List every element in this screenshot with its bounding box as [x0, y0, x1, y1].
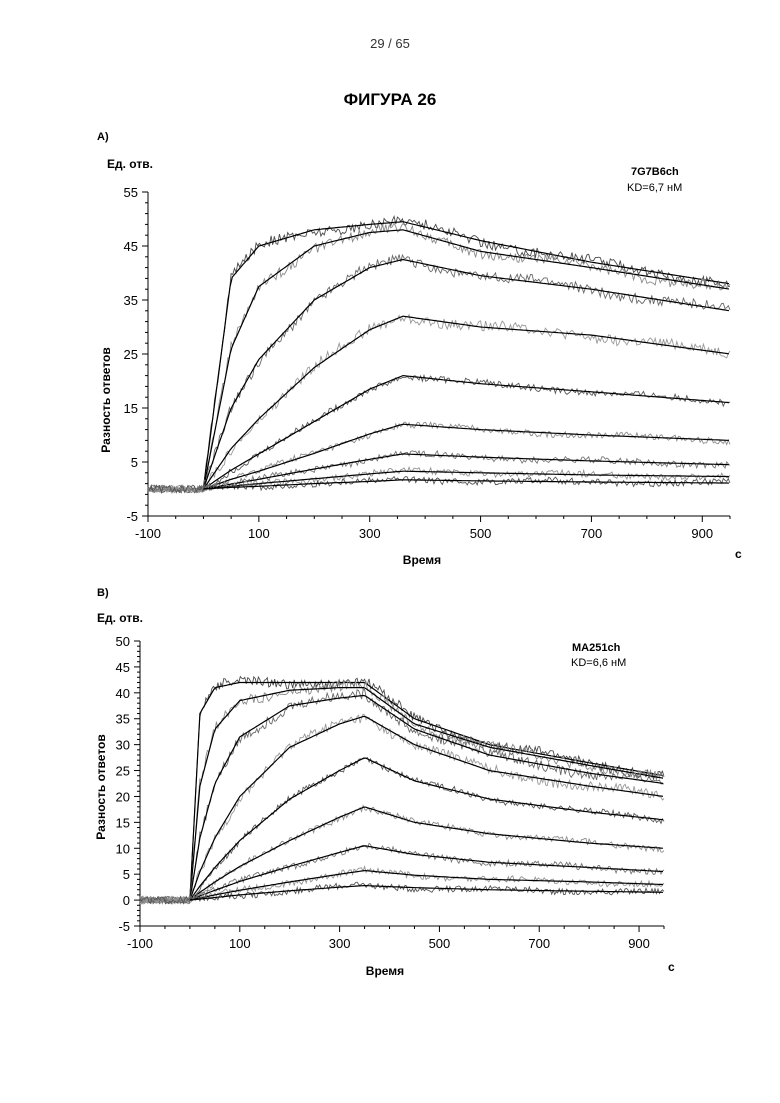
- y-tick-label: -5: [126, 509, 138, 524]
- annotation-kd-b: KD=6,6 нМ: [571, 657, 626, 669]
- y-axis-title-b: Разность ответов: [94, 734, 108, 839]
- y-tick-label: 20: [116, 789, 130, 804]
- x-tick-label: 500: [429, 936, 451, 951]
- y-tick-label: 35: [116, 712, 130, 727]
- y-tick-label: 35: [124, 293, 138, 308]
- plot-area-a: -5 5 15 25 35 45 55 -100 100 300 500 700 900: [124, 185, 730, 541]
- x-tick-label: 500: [470, 526, 492, 541]
- y-tick-label: 15: [124, 401, 138, 416]
- y-tick-label: 30: [116, 738, 130, 753]
- x-unit-label-a: с: [735, 547, 742, 561]
- measured-trace-1: [140, 677, 664, 904]
- y-tick-label: 5: [131, 455, 138, 470]
- y-tick-label: 10: [116, 841, 130, 856]
- panel-label-a: A): [97, 131, 109, 143]
- annotation-name-b: MA251ch: [572, 642, 621, 654]
- x-tick-label: 900: [691, 526, 713, 541]
- x-tick-label: 300: [359, 526, 381, 541]
- measured-trace-6: [148, 422, 730, 492]
- annotation-kd-a: KD=6,7 нМ: [627, 182, 682, 194]
- y-axis-title-a: Разность ответов: [99, 347, 113, 452]
- y-tick-label: 15: [116, 815, 130, 830]
- y-tick-label: 40: [116, 686, 130, 701]
- fit-curve-3: [203, 260, 729, 490]
- page-number: 29 / 65: [0, 36, 780, 51]
- chart-b-svg: B) Ед. отв. Разность ответов Время с MA2…: [0, 580, 780, 1000]
- fit-curve-4: [190, 716, 663, 900]
- figure-title: ФИГУРА 26: [0, 90, 780, 110]
- x-tick-label: 100: [248, 526, 270, 541]
- y-tick-label: 50: [116, 634, 130, 649]
- units-label-a: Ед. отв.: [107, 157, 153, 171]
- y-tick-label: -5: [118, 919, 130, 934]
- x-tick-label: 700: [528, 936, 550, 951]
- y-tick-label: 0: [123, 893, 130, 908]
- x-tick-label: -100: [127, 936, 153, 951]
- y-tick-label: 5: [123, 867, 130, 882]
- units-label-b: Ед. отв.: [97, 611, 143, 625]
- chart-a-svg: A) Ед. отв. Разность ответов Время с 7G7…: [0, 120, 780, 580]
- y-tick-label: 25: [124, 347, 138, 362]
- x-tick-label: 100: [229, 936, 251, 951]
- y-tick-label: 25: [116, 764, 130, 779]
- plot-area-b: -5 0 5 10 15 20 25 30 35 40 45 50 -100 100 300 500 700 90…: [116, 634, 664, 951]
- measured-trace-4: [148, 315, 730, 493]
- measured-trace-2: [140, 681, 664, 904]
- fit-curve-2: [203, 230, 729, 489]
- x-tick-label: 300: [329, 936, 351, 951]
- measured-trace-1: [148, 216, 730, 492]
- x-tick-label: 700: [581, 526, 603, 541]
- x-axis-title-a: Время: [403, 553, 441, 567]
- measured-trace-2: [148, 223, 730, 493]
- chart-panel-a: A) Ед. отв. Разность ответов Время с 7G7…: [0, 120, 780, 580]
- fit-curve-1: [203, 222, 729, 489]
- annotation-name-a: 7G7B6ch: [631, 166, 679, 178]
- y-tick-label: 45: [116, 660, 130, 675]
- x-axis-title-b: Время: [366, 964, 404, 978]
- chart-panel-b: B) Ед. отв. Разность ответов Время с MA2…: [0, 580, 780, 1000]
- y-tick-label: 55: [124, 185, 138, 200]
- panel-label-b: B): [97, 587, 109, 599]
- measured-trace-4: [140, 714, 664, 903]
- x-tick-label: -100: [135, 526, 161, 541]
- y-tick-label: 45: [124, 239, 138, 254]
- x-unit-label-b: с: [668, 960, 675, 974]
- x-tick-label: 900: [628, 936, 650, 951]
